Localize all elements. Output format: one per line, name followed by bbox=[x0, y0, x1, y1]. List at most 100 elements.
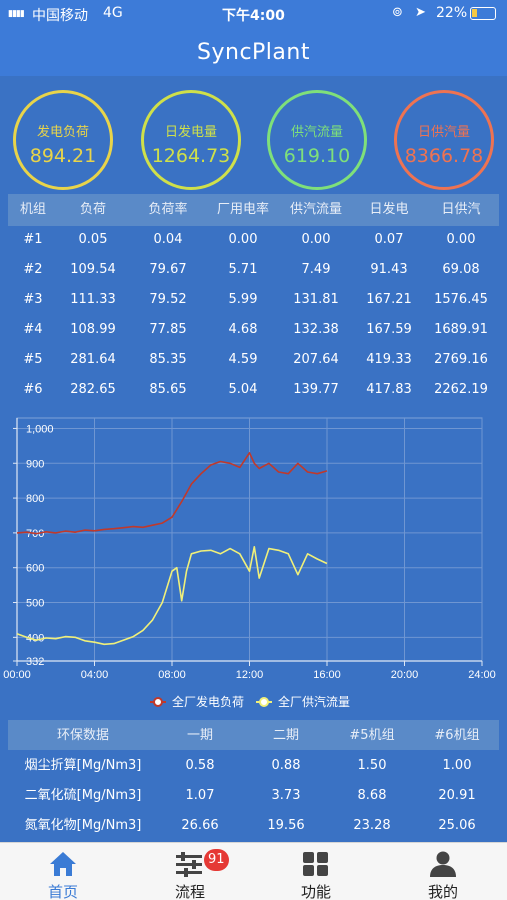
gauge-value: 619.10 bbox=[283, 145, 351, 167]
unit-cell: 5.04 bbox=[228, 382, 258, 397]
header-cell: 日供汽 bbox=[441, 202, 481, 217]
tab-home[interactable]: 首页 bbox=[0, 843, 126, 900]
unit-cell: 77.85 bbox=[149, 322, 187, 337]
x-tick-label: 24:00 bbox=[468, 669, 496, 681]
legend-label: 全厂供汽流量 bbox=[278, 694, 350, 709]
table-row: #2 109.54 79.67 5.71 7.49 91.43 69.08 bbox=[8, 254, 499, 284]
tab-label: 流程 bbox=[174, 883, 205, 900]
unit-cell: #4 bbox=[23, 322, 43, 337]
gauge-value: 1264.73 bbox=[151, 145, 231, 167]
y-tick-label: 600 bbox=[26, 563, 44, 575]
tab-label: 功能 bbox=[300, 883, 331, 900]
unit-cell: 91.43 bbox=[370, 262, 408, 277]
gauge-label: 日发电量 bbox=[164, 125, 217, 140]
gauge-daily-generation[interactable]: 日发电量 1264.73 bbox=[141, 90, 241, 190]
header-cell: 一期 bbox=[186, 728, 213, 743]
unit-cell: 79.67 bbox=[149, 262, 187, 277]
unit-cell: 1576.45 bbox=[434, 292, 488, 307]
y-tick-label: 500 bbox=[26, 598, 44, 610]
header-cell: #5机组 bbox=[349, 728, 395, 743]
unit-cell: 207.64 bbox=[293, 352, 339, 367]
unit-cell: 2769.16 bbox=[434, 352, 488, 367]
table-row: #1 0.05 0.04 0.00 0.00 0.07 0.00 bbox=[8, 224, 499, 254]
header-cell: 供汽流量 bbox=[289, 202, 342, 217]
env-table-header: 环保数据 一期 二期 #5机组 #6机组 bbox=[8, 720, 499, 750]
unit-cell: 109.54 bbox=[70, 262, 116, 277]
network-label: 4G bbox=[103, 5, 123, 21]
table-row: 氮氧化物[Mg/Nm3] 26.66 19.56 23.28 25.06 bbox=[8, 810, 499, 840]
unit-cell: 5.71 bbox=[228, 262, 258, 277]
y-tick-label: 800 bbox=[26, 493, 44, 505]
y-tick-label: 900 bbox=[26, 458, 44, 470]
env-cell: 1.50 bbox=[357, 758, 387, 773]
gauge-power-load[interactable]: 发电负荷 894.21 bbox=[13, 90, 113, 190]
user-icon bbox=[430, 851, 456, 877]
trend-chart[interactable]: 332 400 500 600 700 800 900 1,000 00:00 04:00 08:0… bbox=[0, 412, 507, 722]
unit-cell: 7.49 bbox=[301, 262, 331, 277]
env-cell: 0.58 bbox=[185, 758, 215, 773]
app-title: SyncPlant bbox=[0, 28, 507, 76]
unit-cell: 111.33 bbox=[70, 292, 116, 307]
series-line-2 bbox=[16, 546, 328, 646]
unit-cell: 0.05 bbox=[78, 232, 108, 247]
env-cell: 二氧化硫[Mg/Nm3] bbox=[24, 788, 142, 803]
tab-process[interactable]: 91 流程 bbox=[127, 843, 253, 900]
legend-swatch-marker bbox=[259, 697, 269, 707]
env-cell: 1.00 bbox=[442, 758, 472, 773]
unit-cell: 167.21 bbox=[366, 292, 412, 307]
gauge-label: 日供汽量 bbox=[417, 125, 470, 140]
unit-cell: 79.52 bbox=[149, 292, 187, 307]
carrier-label: 中国移动 bbox=[32, 8, 88, 24]
legend-swatch-marker bbox=[153, 697, 163, 707]
gauge-value: 8366.78 bbox=[404, 145, 484, 167]
env-cell: 23.28 bbox=[353, 818, 391, 833]
unit-cell: 69.08 bbox=[442, 262, 480, 277]
battery-percent: 22% bbox=[436, 5, 468, 21]
unit-cell: 417.83 bbox=[366, 382, 412, 397]
tab-label: 我的 bbox=[427, 883, 458, 900]
clock: 下午4:00 bbox=[222, 8, 285, 24]
env-cell: 20.91 bbox=[438, 788, 476, 803]
header-cell: 机组 bbox=[19, 202, 46, 217]
tab-functions[interactable]: 功能 bbox=[253, 843, 379, 900]
unit-cell: 4.59 bbox=[228, 352, 258, 367]
x-tick-label: 04:00 bbox=[81, 669, 109, 681]
grid-icon bbox=[303, 852, 328, 876]
sliders-icon bbox=[176, 852, 202, 877]
location-icon: ➤ bbox=[415, 5, 426, 20]
unit-cell: 0.04 bbox=[153, 232, 183, 247]
env-cell: 0.88 bbox=[271, 758, 301, 773]
y-tick-label: 1,000 bbox=[26, 423, 54, 435]
y-tick-label: 332 bbox=[26, 656, 44, 668]
env-cell: 3.73 bbox=[271, 788, 301, 803]
unit-cell: 139.77 bbox=[293, 382, 339, 397]
process-badge: 91 bbox=[204, 849, 229, 871]
table-row: #4 108.99 77.85 4.68 132.38 167.59 1689.… bbox=[8, 314, 499, 344]
x-tick-label: 08:00 bbox=[158, 669, 186, 681]
home-icon bbox=[50, 852, 76, 876]
chart-series bbox=[16, 451, 328, 646]
unit-cell: 5.99 bbox=[228, 292, 258, 307]
gauge-steam-flow[interactable]: 供汽流量 619.10 bbox=[267, 90, 367, 190]
env-cell: 19.56 bbox=[267, 818, 305, 833]
unit-cell: #5 bbox=[23, 352, 43, 367]
env-cell: 8.68 bbox=[357, 788, 387, 803]
series-line-1 bbox=[16, 451, 328, 535]
gauge-daily-steam[interactable]: 日供汽量 8366.78 bbox=[394, 90, 494, 190]
env-cell: 烟尘折算[Mg/Nm3] bbox=[24, 758, 142, 773]
x-tick-label: 16:00 bbox=[313, 669, 341, 681]
header-cell: 日发电 bbox=[369, 202, 409, 217]
unit-cell: 132.38 bbox=[293, 322, 339, 337]
env-cell: 25.06 bbox=[438, 818, 476, 833]
env-cell: 26.66 bbox=[181, 818, 219, 833]
header-cell: 环保数据 bbox=[56, 728, 109, 743]
tab-profile[interactable]: 我的 bbox=[380, 843, 506, 900]
gauge-label: 供汽流量 bbox=[290, 125, 343, 140]
bottom-tab-bar: 首页 91 流程 功能 我的 bbox=[0, 842, 507, 900]
gauge-value: 894.21 bbox=[29, 145, 97, 167]
chart-grid bbox=[16, 417, 483, 662]
header-cell: 厂用电率 bbox=[216, 202, 269, 217]
unit-cell: 2262.19 bbox=[434, 382, 488, 397]
unit-cell: #2 bbox=[23, 262, 43, 277]
